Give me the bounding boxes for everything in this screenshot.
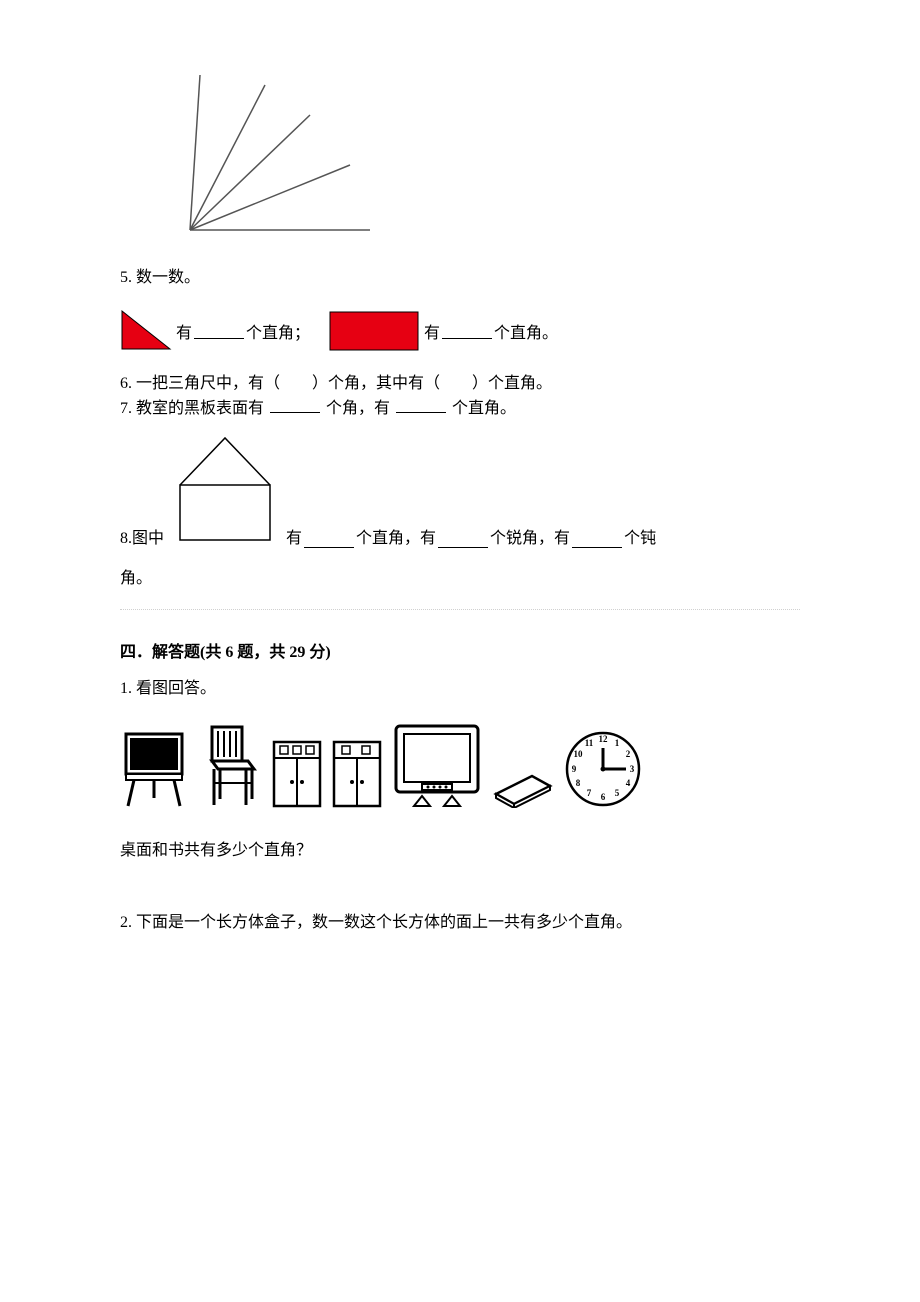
- q8-tail-line: 角。: [120, 566, 800, 592]
- q6-line: 6. 一把三角尺中，有（ ）个角，其中有（ ）个直角。: [120, 371, 800, 397]
- q8-right: 个直角，有: [356, 524, 436, 548]
- q5-tri-suffix: 个直角；: [246, 319, 310, 343]
- q5-tri-blank[interactable]: [194, 322, 244, 339]
- q6-num: 6.: [120, 375, 132, 392]
- q7-a: 教室的黑板表面有: [136, 400, 264, 417]
- q8-blank3[interactable]: [572, 531, 622, 548]
- svg-text:1: 1: [615, 738, 620, 748]
- q7-line: 7. 教室的黑板表面有 个角，有 个直角。: [120, 396, 800, 422]
- q8-num: 8.: [120, 530, 132, 548]
- svg-text:5: 5: [615, 788, 620, 798]
- q8-blank1[interactable]: [304, 531, 354, 548]
- q5-tri-prefix: 有: [176, 319, 192, 343]
- q7-blank2[interactable]: [396, 396, 446, 413]
- cabinet-right-icon: [332, 740, 382, 808]
- chair-icon: [202, 723, 262, 808]
- cabinet-left-icon: [272, 740, 322, 808]
- q5-rect-icon: [328, 310, 420, 352]
- svg-text:3: 3: [630, 764, 635, 774]
- q8-house-icon: [170, 430, 280, 548]
- svg-text:8: 8: [576, 778, 581, 788]
- p1-objects-row: 12 1 2 3 4 5 6 7 8 9 10 11: [120, 722, 800, 808]
- p1-heading: 1. 看图回答。: [120, 676, 800, 702]
- p1-num: 1.: [120, 680, 132, 697]
- blackboard-icon: [120, 728, 192, 808]
- q7-num: 7.: [120, 400, 132, 417]
- q7-b: 个角，有: [326, 400, 390, 417]
- tv-icon: [392, 722, 482, 808]
- q8-acute: 个锐角，有: [490, 524, 570, 548]
- svg-text:2: 2: [626, 749, 631, 759]
- fan-rays-svg: [120, 70, 380, 245]
- p2-line: 2. 下面是一个长方体盒子，数一数这个长方体的面上一共有多少个直角。: [120, 910, 800, 936]
- q5-rect-prefix: 有: [424, 319, 440, 343]
- q8-tail: 角。: [120, 570, 152, 587]
- clock-icon: 12 1 2 3 4 5 6 7 8 9 10 11: [564, 730, 642, 808]
- svg-text:6: 6: [601, 792, 606, 802]
- q5-triangle-icon: [120, 309, 172, 353]
- q5-row: 有 个直角； 有 个直角。: [120, 309, 800, 353]
- q6-a: 一把三角尺中，有（: [136, 375, 280, 392]
- fan-rays-figure: [120, 70, 800, 245]
- svg-text:9: 9: [572, 764, 577, 774]
- q8-obtuse: 个钝: [624, 524, 656, 548]
- svg-text:11: 11: [585, 738, 594, 748]
- p2-num: 2.: [120, 914, 132, 931]
- q7-c: 个直角。: [452, 400, 516, 417]
- svg-text:10: 10: [574, 749, 584, 759]
- q8-blank2[interactable]: [438, 531, 488, 548]
- q5-rect-blank[interactable]: [442, 322, 492, 339]
- book-icon: [492, 772, 554, 808]
- svg-text:12: 12: [599, 734, 609, 744]
- p2-text: 下面是一个长方体盒子，数一数这个长方体的面上一共有多少个直角。: [136, 914, 632, 931]
- section-divider: [120, 609, 800, 610]
- q5-rect-suffix: 个直角。: [494, 319, 558, 343]
- q7-blank1[interactable]: [270, 396, 320, 413]
- svg-text:7: 7: [587, 788, 592, 798]
- q8-has: 有: [286, 524, 302, 548]
- q6-b: ）个角，其中有（: [312, 375, 440, 392]
- q8-prefix: 图中: [132, 524, 164, 548]
- q8-row: 8. 图中 有 个直角，有 个锐角，有 个钝: [120, 430, 800, 548]
- q5-title: 数一数。: [136, 269, 200, 286]
- q6-c: ）个直角。: [472, 375, 552, 392]
- svg-text:4: 4: [626, 778, 631, 788]
- q5-num: 5.: [120, 269, 132, 286]
- p1-title: 看图回答。: [136, 680, 216, 697]
- section4-header: 四．解答题(共 6 题，共 29 分): [120, 638, 800, 662]
- p1-question: 桌面和书共有多少个直角？: [120, 838, 800, 864]
- q5-heading: 5. 数一数。: [120, 265, 800, 291]
